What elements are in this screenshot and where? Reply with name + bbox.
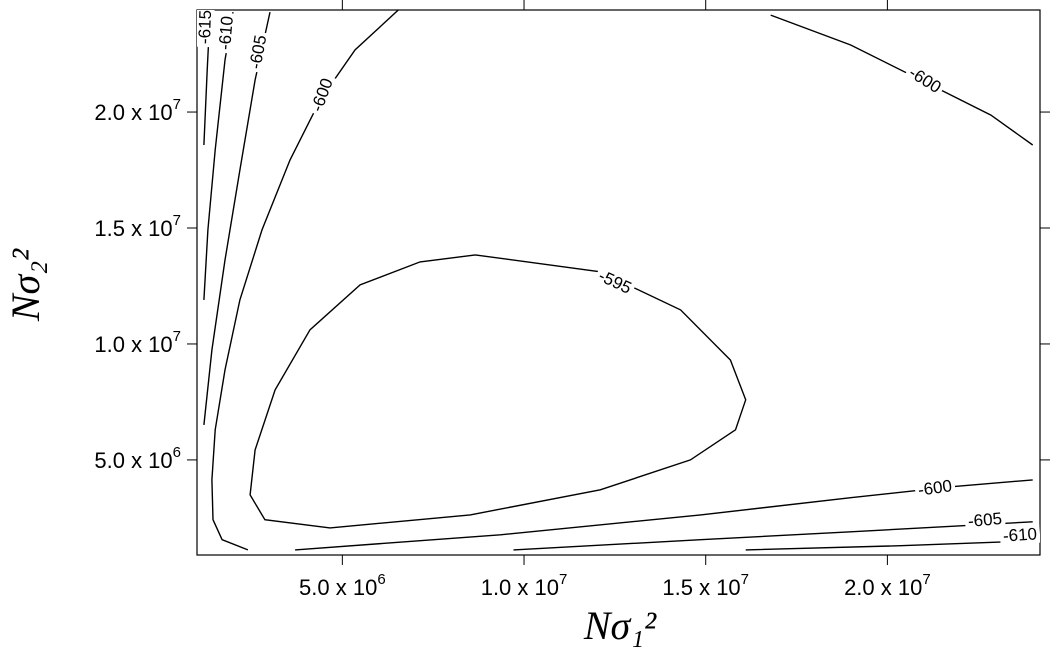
contour-label: -610 <box>1002 524 1037 545</box>
tick-label-base: 5.0 x 10 <box>94 448 172 473</box>
contour-label-mask <box>306 73 338 117</box>
tick-label-exponent: 7 <box>741 571 749 588</box>
contour-label: -615 <box>195 10 215 45</box>
tick-label-base: 2.0 x 10 <box>844 575 922 600</box>
contour-line <box>203 11 271 425</box>
contour-label-group: -610 <box>215 12 237 54</box>
tick-label-exponent: 7 <box>922 571 930 588</box>
contour-line <box>295 479 1033 551</box>
tick-label-exponent: 6 <box>377 571 385 588</box>
tick-label-base: 5.0 x 10 <box>299 575 377 600</box>
contour-label-mask <box>215 12 237 54</box>
contour-label-mask <box>964 509 1006 531</box>
x-tick-label: 5.0 x 106 <box>299 571 386 600</box>
tick-label-base: 1.0 x 10 <box>481 575 559 600</box>
tick-label-base: 1.5 x 10 <box>94 216 172 241</box>
contour-line <box>249 254 747 529</box>
x-tick-label: 2.0 x 107 <box>844 571 931 600</box>
plot-frame <box>196 9 1041 556</box>
y-tick-label: 5.0 x 106 <box>94 444 181 473</box>
contour-line <box>770 14 1034 146</box>
x-tick-label: 1.5 x 107 <box>662 571 749 600</box>
contour-line <box>211 10 399 551</box>
tick-label-exponent: 6 <box>173 444 181 461</box>
contour-label: -610 <box>215 15 237 51</box>
tick-label-exponent: 7 <box>173 212 181 229</box>
contour-label: -605 <box>246 34 271 71</box>
contour-label: -600 <box>917 476 953 500</box>
x-tick-label: 1.0 x 107 <box>481 571 568 600</box>
contour-label-mask <box>197 10 215 48</box>
contour-label-mask <box>913 476 957 500</box>
tick-label-exponent: 7 <box>559 571 567 588</box>
contour-label-group: -605 <box>245 30 271 74</box>
contour-label-group: -605 <box>964 509 1006 531</box>
contour-label: -595 <box>596 266 635 298</box>
contour-label: -600 <box>307 76 336 114</box>
tick-label-exponent: 7 <box>173 96 181 113</box>
contour-label-group: -595 <box>593 265 637 299</box>
contour-label-group: -615 <box>195 10 215 48</box>
contour-label-mask <box>903 61 947 99</box>
contour-label-group: -600 <box>913 476 957 500</box>
contour-label-group: -600 <box>306 73 338 117</box>
y-axis-label: Nσ₂² <box>3 248 48 322</box>
tick-label-base: 1.0 x 10 <box>94 332 172 357</box>
contour-label-group: -610 <box>999 524 1040 546</box>
x-axis-label: Nσ₁² <box>583 603 657 648</box>
contour-label: -605 <box>967 509 1003 531</box>
contour-label-group: -600 <box>903 61 947 99</box>
tick-label-base: 2.0 x 10 <box>94 100 172 125</box>
contour-label-mask <box>999 524 1040 546</box>
y-tick-label: 2.0 x 107 <box>94 96 181 125</box>
tick-label-exponent: 7 <box>173 328 181 345</box>
y-tick-label: 1.5 x 107 <box>94 212 181 241</box>
tick-label-base: 1.5 x 10 <box>662 575 740 600</box>
contour-label-mask <box>593 265 637 299</box>
contour-layer: -595-600-600-600-605-605-610-610-615 <box>195 10 1040 551</box>
contour-line <box>745 540 1033 551</box>
contour-label-mask <box>245 30 271 74</box>
y-tick-label: 1.0 x 107 <box>94 328 181 357</box>
